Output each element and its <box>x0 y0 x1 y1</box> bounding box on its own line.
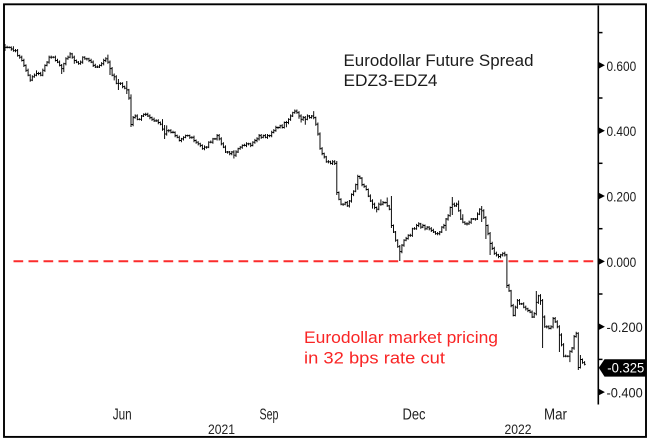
svg-text:0.600: 0.600 <box>607 59 637 74</box>
svg-text:in 32 bps rate cut: in 32 bps rate cut <box>304 348 445 367</box>
svg-text:-0.325: -0.325 <box>607 361 644 376</box>
svg-text:2021: 2021 <box>208 421 235 437</box>
svg-text:2022: 2022 <box>505 421 532 437</box>
svg-text:0.000: 0.000 <box>607 255 637 270</box>
svg-text:Dec: Dec <box>403 406 426 423</box>
svg-text:-0.200: -0.200 <box>607 320 644 335</box>
svg-text:Sep: Sep <box>260 406 279 423</box>
svg-text:0.400: 0.400 <box>607 124 637 139</box>
svg-text:EDZ3-EDZ4: EDZ3-EDZ4 <box>344 71 438 90</box>
svg-text:0.200: 0.200 <box>607 190 637 205</box>
svg-text:-0.400: -0.400 <box>607 386 644 401</box>
svg-text:Eurodollar market pricing: Eurodollar market pricing <box>304 328 498 347</box>
svg-text:Jun: Jun <box>113 406 132 423</box>
svg-text:Eurodollar Future Spread: Eurodollar Future Spread <box>344 51 534 70</box>
svg-text:Mar: Mar <box>544 406 567 423</box>
